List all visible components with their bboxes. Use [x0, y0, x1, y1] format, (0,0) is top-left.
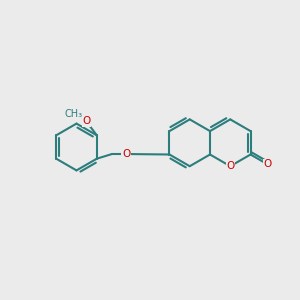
Text: O: O — [226, 161, 234, 171]
Text: O: O — [122, 149, 130, 159]
Text: CH₃: CH₃ — [64, 109, 83, 119]
Text: O: O — [82, 116, 90, 126]
Text: O: O — [264, 159, 272, 170]
